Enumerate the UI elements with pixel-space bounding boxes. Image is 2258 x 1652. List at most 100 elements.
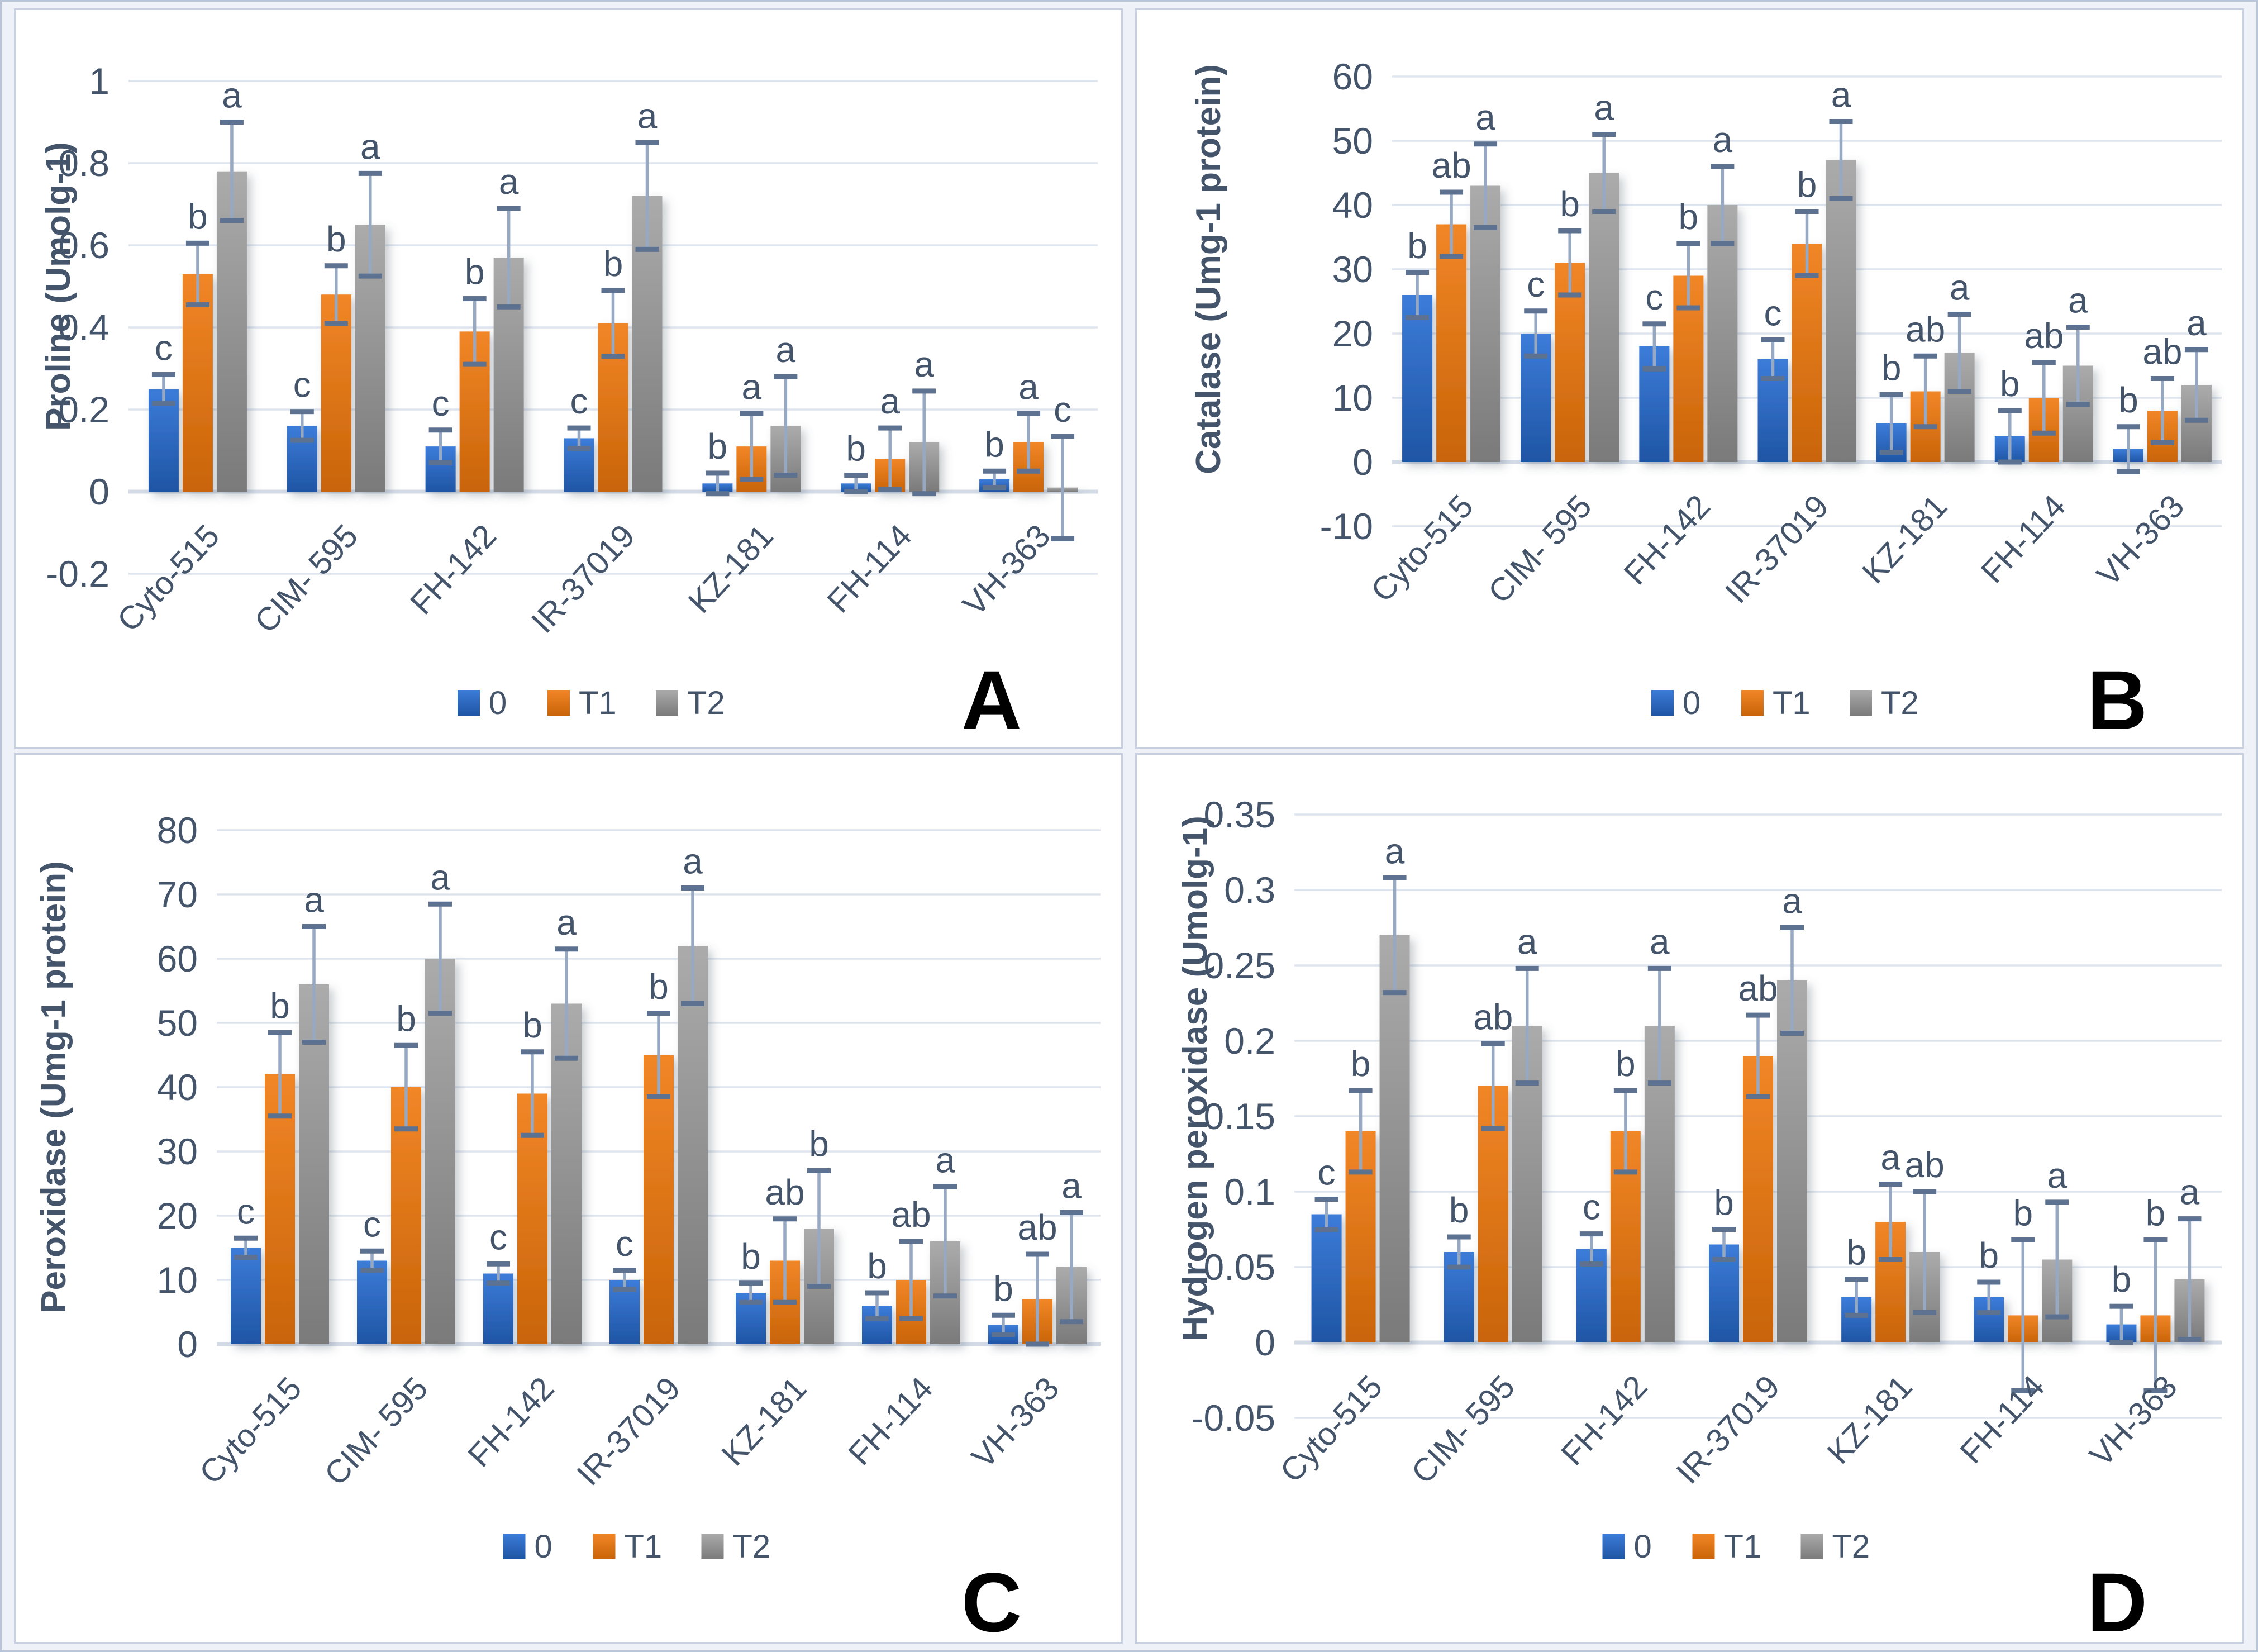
- error-cap: [1314, 1197, 1338, 1202]
- significance-letter: c: [237, 1191, 255, 1231]
- significance-letter: a: [499, 161, 519, 202]
- error-cap: [1913, 1310, 1937, 1315]
- error-cap: [878, 487, 902, 492]
- error-cap: [234, 1235, 258, 1241]
- error-cap: [635, 246, 659, 252]
- bar-T2-Cyto-515: [1379, 935, 1410, 1342]
- significance-letter: a: [2068, 280, 2088, 321]
- significance-letter: b: [2146, 1193, 2166, 1233]
- significance-letter: b: [188, 196, 208, 236]
- error-cap: [1349, 1169, 1373, 1175]
- error-cap: [1647, 965, 1671, 971]
- error-cap: [2116, 469, 2140, 474]
- legend: 0 T1 T2: [1651, 685, 1919, 721]
- error-cap: [739, 1280, 763, 1286]
- error-cap: [567, 425, 591, 431]
- error-cap: [1676, 305, 1700, 311]
- significance-letter: b: [270, 986, 290, 1026]
- significance-letter: c: [570, 381, 588, 421]
- significance-letter: a: [1475, 97, 1495, 137]
- y-tick-label: 10: [1332, 377, 1373, 418]
- error-cap: [933, 1293, 957, 1299]
- significance-letter: ab: [1431, 145, 1471, 185]
- significance-letter: a: [1061, 1165, 1082, 1206]
- bar-T2-IR-37019: [1826, 160, 1856, 462]
- y-tick-label: -0.2: [46, 553, 109, 594]
- bar-T1-Cyto-515: [182, 274, 213, 492]
- significance-letter: c: [155, 328, 173, 368]
- error-cap: [1642, 321, 1666, 327]
- error-cap: [234, 1255, 258, 1260]
- error-cap: [428, 1011, 452, 1016]
- error-cap: [521, 1049, 544, 1055]
- error-cap: [2178, 1216, 2202, 1222]
- legend-label: 0: [489, 685, 507, 721]
- significance-letter: a: [1782, 881, 1802, 921]
- error-cap: [463, 361, 487, 367]
- y-axis-title: Catalase (Umg-1 protein): [1189, 64, 1228, 474]
- y-tick-label: -10: [1320, 506, 1373, 547]
- bar-T1-IR-37019: [1743, 1056, 1773, 1342]
- error-cap: [983, 485, 1007, 491]
- error-cap: [1026, 1341, 1049, 1347]
- error-cap: [1406, 315, 1430, 320]
- significance-letter: c: [1645, 277, 1663, 317]
- legend-swatch-0: [1651, 690, 1674, 716]
- significance-letter: b: [1846, 1232, 1866, 1273]
- significance-letter: c: [432, 383, 450, 423]
- legend-swatch-T2: [1800, 1534, 1823, 1559]
- significance-letter: ab: [1473, 997, 1513, 1037]
- bar-0-Cyto-515: [1311, 1214, 1342, 1342]
- error-cap: [740, 477, 764, 482]
- y-axis-title: Peroxidase (Umg-1 protein): [35, 861, 73, 1313]
- bar-0-Cyto-515: [148, 389, 179, 492]
- error-cap: [865, 1316, 889, 1321]
- error-cap: [2011, 1237, 2035, 1242]
- error-cap: [1746, 1012, 1770, 1018]
- significance-letter: ab: [891, 1194, 931, 1235]
- significance-letter: b: [2112, 1259, 2132, 1299]
- y-tick-label: 0: [1352, 441, 1373, 483]
- bar-T2-FH-142: [1707, 205, 1738, 462]
- significance-letter: c: [1527, 264, 1545, 304]
- error-cap: [613, 1287, 636, 1292]
- error-cap: [1481, 1126, 1505, 1131]
- significance-letter: b: [984, 424, 1004, 464]
- error-cap: [899, 1239, 923, 1244]
- error-cap: [1440, 189, 1464, 195]
- y-tick-label: 0: [89, 471, 109, 512]
- significance-letter: b: [708, 426, 728, 466]
- error-cap: [1515, 965, 1539, 971]
- panel-background: [1135, 753, 2244, 1644]
- significance-letter: b: [846, 429, 866, 469]
- error-cap: [1579, 1261, 1603, 1267]
- significance-letter: a: [1594, 88, 1614, 128]
- error-cap: [2178, 1337, 2202, 1342]
- error-cap: [487, 1280, 510, 1286]
- y-tick-label: 0.3: [1224, 869, 1275, 911]
- error-cap: [185, 302, 209, 308]
- significance-letter: a: [1880, 1137, 1900, 1178]
- significance-letter: a: [776, 330, 796, 370]
- error-cap: [324, 263, 348, 269]
- error-cap: [2184, 347, 2208, 353]
- error-cap: [1712, 1257, 1736, 1262]
- error-cap: [635, 140, 659, 145]
- y-tick-label: 10: [157, 1259, 198, 1301]
- error-cap: [1447, 1264, 1471, 1270]
- error-cap: [2045, 1199, 2069, 1205]
- error-cap: [2143, 1388, 2168, 1393]
- y-tick-label: 1: [89, 60, 109, 102]
- y-tick-label: 0.6: [58, 225, 109, 266]
- significance-letter: b: [741, 1236, 761, 1277]
- error-cap: [358, 170, 382, 176]
- error-cap: [1613, 1088, 1637, 1093]
- y-tick-label: 0: [177, 1323, 198, 1365]
- significance-letter: b: [326, 219, 346, 259]
- legend-swatch-T1: [593, 1534, 616, 1559]
- significance-letter: ab: [1738, 968, 1778, 1008]
- error-cap: [521, 1132, 544, 1138]
